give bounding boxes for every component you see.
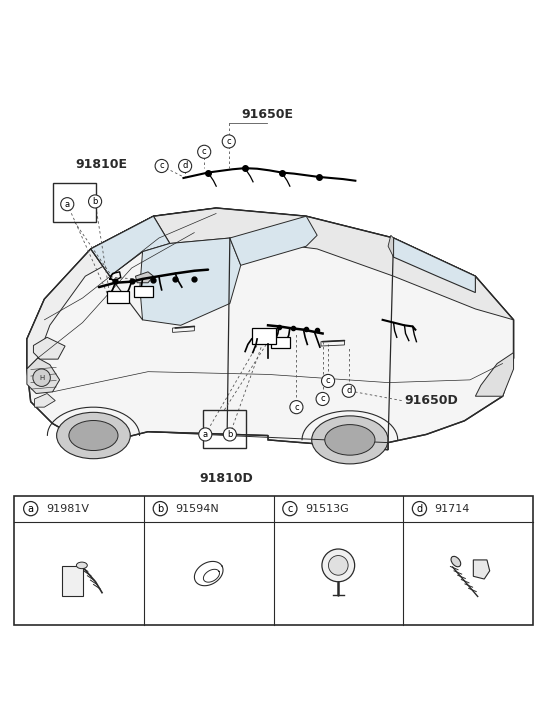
Text: c: c <box>326 377 330 385</box>
Ellipse shape <box>312 416 388 464</box>
Bar <box>14 496 533 625</box>
Polygon shape <box>27 358 60 393</box>
Circle shape <box>61 198 74 211</box>
Polygon shape <box>143 208 514 320</box>
Circle shape <box>290 401 303 414</box>
Polygon shape <box>27 208 514 450</box>
Circle shape <box>223 428 236 441</box>
Text: b: b <box>227 430 232 439</box>
Circle shape <box>316 393 329 406</box>
Ellipse shape <box>57 412 130 459</box>
Ellipse shape <box>69 420 118 451</box>
Text: a: a <box>65 200 70 209</box>
Text: c: c <box>287 504 293 514</box>
Text: c: c <box>294 403 299 411</box>
Text: c: c <box>159 161 164 171</box>
Polygon shape <box>388 236 393 257</box>
Text: d: d <box>346 386 352 395</box>
Text: 91650D: 91650D <box>404 394 458 407</box>
Ellipse shape <box>77 562 88 569</box>
Circle shape <box>322 549 354 582</box>
Polygon shape <box>473 560 490 579</box>
Ellipse shape <box>451 556 461 567</box>
Circle shape <box>24 502 38 515</box>
Circle shape <box>342 385 356 398</box>
Text: 91981V: 91981V <box>46 504 89 514</box>
Text: c: c <box>321 395 325 403</box>
Polygon shape <box>230 216 317 265</box>
Polygon shape <box>136 272 154 283</box>
Circle shape <box>322 374 335 387</box>
Text: b: b <box>92 197 98 206</box>
Text: 91810D: 91810D <box>199 472 253 484</box>
Polygon shape <box>91 216 170 276</box>
Bar <box>107 292 129 303</box>
Text: b: b <box>157 504 164 514</box>
Polygon shape <box>475 353 514 396</box>
Polygon shape <box>140 238 241 325</box>
Circle shape <box>412 502 427 515</box>
Circle shape <box>155 159 168 172</box>
Text: 91650E: 91650E <box>241 108 293 121</box>
Text: c: c <box>202 148 207 156</box>
Polygon shape <box>34 393 55 407</box>
Text: 91594N: 91594N <box>176 504 219 514</box>
Circle shape <box>33 369 50 387</box>
Text: 91810E: 91810E <box>75 158 127 172</box>
Text: a: a <box>203 430 208 439</box>
Bar <box>62 566 84 596</box>
Circle shape <box>222 135 235 148</box>
Circle shape <box>178 159 191 172</box>
Bar <box>252 328 276 345</box>
Text: c: c <box>226 137 231 146</box>
Text: 91513G: 91513G <box>305 504 349 514</box>
Circle shape <box>199 428 212 441</box>
Polygon shape <box>27 208 216 369</box>
Polygon shape <box>393 238 475 292</box>
Polygon shape <box>91 216 170 276</box>
Circle shape <box>197 145 211 158</box>
Text: d: d <box>182 161 188 171</box>
Text: a: a <box>28 504 34 514</box>
Circle shape <box>89 195 102 208</box>
Bar <box>271 337 290 348</box>
Text: d: d <box>416 504 422 514</box>
Circle shape <box>328 555 348 575</box>
Circle shape <box>153 502 167 515</box>
Text: 91714: 91714 <box>435 504 470 514</box>
Circle shape <box>283 502 297 515</box>
Bar <box>135 286 154 297</box>
Text: H: H <box>39 374 44 381</box>
Ellipse shape <box>325 425 375 455</box>
Polygon shape <box>33 337 65 359</box>
